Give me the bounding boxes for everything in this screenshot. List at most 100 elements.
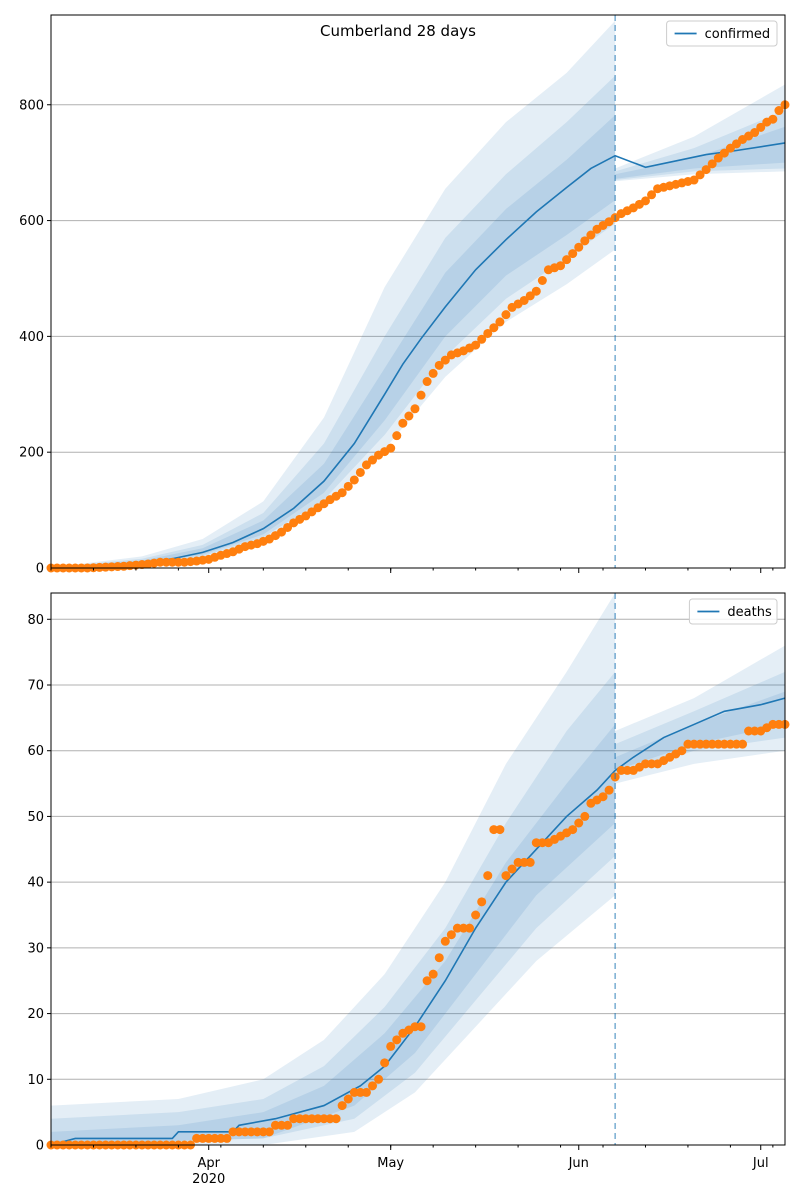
legend-box [688,598,778,625]
y-tick-label: 40 [27,876,44,891]
observed-point [361,1087,371,1097]
observed-point [434,953,444,963]
observed-point [531,286,541,296]
observed-point [374,1074,384,1084]
observed-point [495,317,505,327]
observed-point [343,481,353,491]
observed-point [568,825,578,835]
median-line [50,142,786,569]
observed-point [713,153,723,163]
observed-point [768,114,778,124]
legend-label: deaths [727,605,772,620]
observed-point [598,792,608,802]
chart-title: Cumberland 28 days [320,22,476,40]
observed-point [428,368,438,378]
observed-point [525,857,535,867]
y-tick-label: 600 [19,214,44,229]
y-tick-label: 80 [27,613,44,628]
observed-point [471,910,481,920]
observed-point [416,1022,426,1032]
observed-point [331,1114,341,1124]
observed-point [537,275,547,285]
observed-point [440,355,450,365]
observed-point [477,334,487,344]
observed-point [647,190,657,200]
observed-point [392,1035,402,1045]
observed-point [386,443,396,453]
uncertainty-band-1 [51,20,785,568]
uncertainty-band-3 [51,691,785,1145]
observed-point [337,488,347,498]
uncertainty-band-1 [51,593,785,1145]
x-tick-label: Apr [197,1156,220,1171]
observed-point [586,230,596,240]
observed-point [440,936,450,946]
observed-point [707,159,717,169]
axes-frame [50,592,786,1146]
observed-point [574,818,584,828]
y-tick-label: 400 [19,330,44,345]
observed-point [283,1120,293,1130]
observed-point [556,261,566,271]
y-tick-label: 200 [19,446,44,461]
y-tick-label: 30 [27,941,44,956]
uncertainty-band-2 [51,75,785,568]
observed-point [501,310,511,320]
observed-point [580,811,590,821]
observed-point [422,377,432,387]
x-tick-label: Jun [568,1156,589,1171]
x-tick-label: May [377,1156,404,1171]
observed-point [422,976,432,986]
observed-point [501,871,511,881]
observed-point [471,340,481,350]
observed-point [343,1094,353,1104]
observed-point [446,930,456,940]
observed-point [361,460,371,470]
observed-point [404,411,414,421]
observed-point [416,390,426,400]
observed-point [750,128,760,138]
observed-point [562,255,572,265]
observed-point [337,1101,347,1111]
observed-point [222,1133,232,1143]
observed-point [580,236,590,246]
observed-point [640,196,650,206]
observed-point [368,455,378,465]
x-tick-label: Jul [752,1156,769,1171]
observed-point [756,122,766,132]
observed-point [568,249,578,259]
y-tick-label: 60 [27,744,44,759]
observed-point [428,969,438,979]
legend-box [666,20,778,47]
observed-point [483,328,493,338]
observed-point [738,739,748,749]
legend-label: confirmed [705,27,771,42]
y-tick-label: 10 [27,1073,44,1088]
observed-point [677,746,687,756]
y-tick-label: 800 [19,98,44,113]
observed-point [349,475,359,485]
observed-point [489,323,499,333]
y-tick-label: 0 [36,1139,44,1154]
observed-point [477,897,487,907]
observed-point [465,923,475,933]
uncertainty-band-2 [51,671,785,1145]
observed-point [410,404,420,414]
y-tick-label: 0 [36,562,44,577]
observed-point [604,785,614,795]
observed-point [355,467,365,477]
confirmed-panel: 0 200 400 600 800 confirmed [19,14,790,577]
observed-point [574,242,584,252]
observed-point [392,431,402,441]
observed-point [701,165,711,175]
observed-point [495,825,505,835]
observed-point [695,170,705,180]
observed-point [398,418,408,428]
observed-point [507,864,517,874]
observed-point [386,1041,396,1051]
observed-point [689,175,699,185]
observed-point [774,106,784,116]
